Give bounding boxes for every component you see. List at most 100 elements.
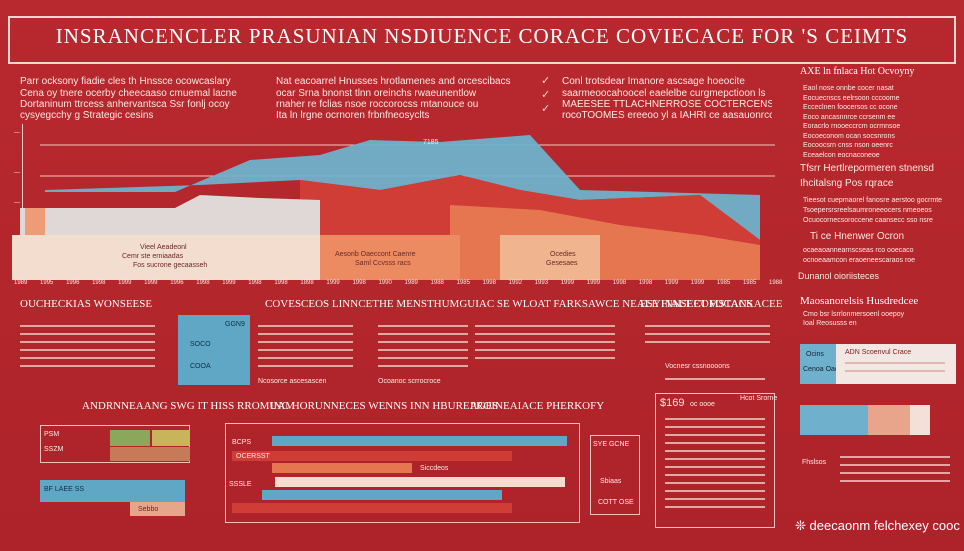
x-tick-label: 1999 bbox=[118, 280, 132, 286]
side-line: Ecceclnen foocersos cc ocone bbox=[803, 104, 898, 111]
x-tick-label: 1985 bbox=[716, 280, 731, 286]
intro-middle-4: Ita ln lrgne ocrnoren frbnfneosyclts bbox=[276, 110, 430, 121]
side-line: Eceaelcon eocnaconeoe bbox=[803, 151, 880, 159]
price-sub: oc oooe bbox=[690, 401, 715, 408]
bar-5: SSSLE bbox=[229, 481, 252, 488]
tag-2-lines bbox=[845, 362, 945, 378]
section-text-b: Ocoanoc scrrocroce bbox=[378, 378, 441, 385]
x-tick-label: 1996 bbox=[170, 280, 184, 286]
intro-middle-2: ocar Srna bnonst tlnn oreinchs rwaeunent… bbox=[276, 88, 477, 99]
title-frame bbox=[8, 16, 956, 64]
area-left-label-2: Cemr ste erniaadas bbox=[122, 253, 184, 260]
x-tick-label: 1998 bbox=[248, 280, 262, 286]
area-left-label-1: Vieel Aeadeonl bbox=[140, 244, 187, 251]
x-tick-label: 1998 bbox=[612, 280, 627, 286]
orange-dark bbox=[25, 208, 45, 235]
lower-blue-bar bbox=[40, 480, 185, 502]
yellow-cell bbox=[152, 430, 190, 446]
section-mid3-lines bbox=[475, 325, 615, 365]
intro-right-4: rocoTOOMES ereeoo yl a IAHRI ce aasauonr… bbox=[562, 110, 772, 121]
intro-right-3: MAEESEE TTLACHNERROSE COCTERCENS ATSAT bbox=[562, 99, 772, 110]
mid-bar-6 bbox=[232, 503, 512, 513]
bottom-label: Fhslsos bbox=[802, 459, 827, 466]
x-tick-label: 1992 bbox=[508, 280, 522, 286]
right-item-2: Ihcitalsng Pos rqrace bbox=[800, 178, 894, 189]
y-axis bbox=[22, 124, 23, 274]
section-right-title: ESYFIALT COMSTACKACEE bbox=[640, 298, 783, 310]
y-tick: — bbox=[14, 200, 20, 206]
intro-left-2: Cena oy tnere ocerby cheecaaso cmuemal l… bbox=[20, 88, 237, 99]
right-item-4: Dunanol oioriisteces bbox=[798, 271, 880, 281]
orange-light bbox=[320, 235, 460, 280]
check-icon: ✓ bbox=[541, 89, 551, 101]
lower-list-box bbox=[590, 435, 640, 515]
section-right-lines bbox=[645, 325, 770, 349]
x-tick-label: 1989 bbox=[404, 280, 418, 286]
sub-text-1: Cmo bsr lsrrlonmersoenl ooepoy bbox=[803, 311, 905, 318]
side-line: Eocuecnscs eelrsoon cccoome bbox=[803, 94, 900, 102]
sub-text-2: Ioal Reosusss en bbox=[803, 320, 857, 327]
badge-panel bbox=[178, 315, 250, 385]
footer-brand: ❊ deecaonm felchexey cooc bbox=[795, 518, 960, 534]
x-tick-label: 1990 bbox=[378, 280, 392, 286]
intro-left-4: cysyegcchy g Strategic cesins bbox=[20, 110, 154, 121]
x-tick-label: 1998 bbox=[352, 280, 366, 286]
bottom-bar-cream bbox=[910, 405, 930, 435]
tag-1-box bbox=[800, 344, 836, 384]
green-cell bbox=[110, 430, 150, 446]
side-line: Eoco ancasnnrce ccrsenm ee bbox=[803, 113, 896, 121]
blue-area bbox=[45, 135, 760, 240]
tag-1-sub: Cenoa Oaccre bbox=[803, 366, 849, 373]
side-line: Eocoocsrn cnss nson oeenrc bbox=[803, 142, 893, 149]
y-tick: — bbox=[14, 130, 20, 136]
intro-left-3: Dortaninum ttrcess anhervantsca Ssr fonl… bbox=[20, 99, 230, 110]
mid-bar-3 bbox=[272, 463, 412, 473]
x-tick-label: 1998 bbox=[92, 280, 106, 286]
x-tick-label: 1999 bbox=[144, 280, 158, 286]
bar-4: BF LAEE SS bbox=[44, 486, 85, 493]
area-right-label-1: Ocedies bbox=[550, 251, 576, 258]
list-top: SYE GCNE bbox=[593, 441, 630, 448]
y-tick: — bbox=[14, 170, 20, 176]
x-tick-label: 1985 bbox=[742, 280, 757, 286]
x-tick-label: 1898 bbox=[300, 280, 314, 286]
x-tick-label: 1995 bbox=[40, 280, 54, 286]
area-mid-label-2: Saml Ccvsss racs bbox=[355, 260, 411, 267]
section-mid-lines bbox=[258, 325, 353, 373]
section-right-lines-2 bbox=[665, 378, 765, 386]
intro-right-1: Conl trotsdear Imanore ascsage hoeocite bbox=[562, 76, 745, 87]
area-chart bbox=[12, 135, 775, 280]
intro-left-1: Parr ocksony fiadie cles th Hnssce ocowc… bbox=[20, 76, 231, 87]
lower-orange-cell bbox=[130, 502, 185, 516]
bar-2: OCERSST bbox=[236, 453, 270, 460]
section-left-title: OUCHECKIAS WONSEESE bbox=[20, 298, 153, 310]
x-tick-label: 1998 bbox=[274, 280, 288, 286]
intro-middle-1: Nat eacoarrel Hnusses hrotlamenes and or… bbox=[276, 76, 511, 87]
page-title: INSRANCENCLER PRASUNIAN NSDIUENCE CORACE… bbox=[55, 24, 909, 48]
area-mid-label-1: Aesorib Oaeccont Caenre bbox=[335, 251, 416, 258]
mid-bar-2 bbox=[232, 451, 512, 461]
badge-bot: COOA bbox=[190, 363, 211, 370]
tag-1: Ocins bbox=[806, 351, 824, 358]
x-tick-label: 1999 bbox=[222, 280, 236, 286]
tag-2-box bbox=[836, 344, 956, 384]
section-mid2-lines bbox=[378, 325, 468, 373]
mid-bar-5 bbox=[262, 490, 502, 500]
price: $169 bbox=[660, 398, 685, 409]
intro-right-2: saarmeoocahoocel eaelelbe curgmepctioon … bbox=[562, 88, 766, 99]
bottom-lines bbox=[840, 456, 950, 488]
lower-middle-box bbox=[225, 423, 580, 523]
mid-bar-4 bbox=[275, 477, 565, 487]
bar-1: BCPS bbox=[232, 439, 252, 446]
section-left-lines bbox=[20, 325, 155, 373]
intro-middle-3: rnaher re fclias nsoe roccorocss mtanouc… bbox=[276, 99, 479, 110]
right-para-3: Ocuocornecsoroccene caansecc sso nsre bbox=[803, 217, 933, 224]
side-line: Eocoeconom ocan socsnrons bbox=[803, 132, 895, 140]
section-text-a: Ncosorce ascesascen bbox=[258, 378, 327, 385]
x-tick-label: 1988 bbox=[769, 280, 783, 286]
bar-3: Siccdeos bbox=[420, 465, 449, 472]
peak-label: 7185 bbox=[423, 139, 439, 146]
x-tick-label: 1999 bbox=[690, 280, 705, 286]
list-bot: COTT OSE bbox=[598, 499, 634, 506]
